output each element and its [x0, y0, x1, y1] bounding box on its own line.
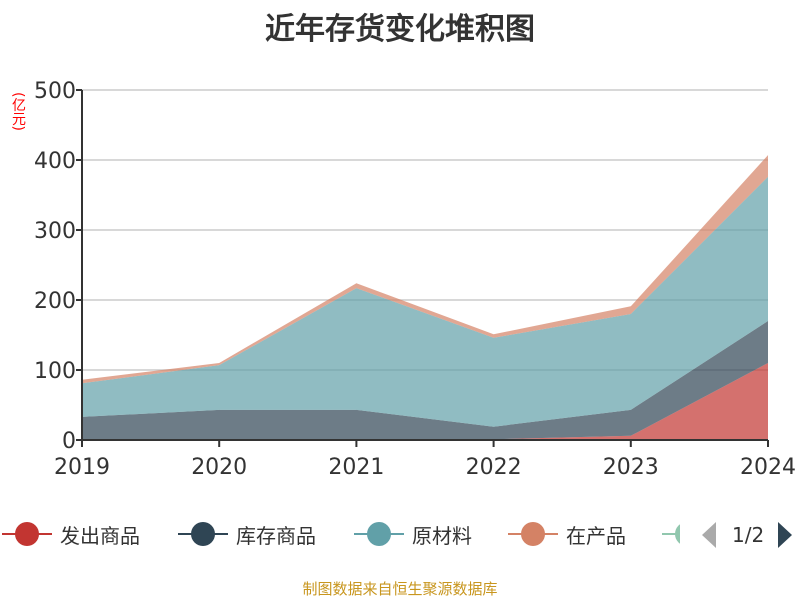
legend-label: 库存商品 — [236, 523, 316, 548]
x-tick-label: 2021 — [328, 455, 384, 480]
x-tick-label: 2019 — [54, 455, 110, 480]
next-page-arrow-icon[interactable] — [776, 520, 794, 550]
y-tick-label: 100 — [34, 359, 76, 384]
legend-pager: 1/2 — [700, 520, 794, 550]
legend-marker-icon — [2, 521, 52, 547]
x-tick-label: 2024 — [740, 455, 796, 480]
legend-marker-icon — [354, 521, 404, 547]
legend-marker-icon — [508, 521, 558, 547]
y-axis-unit: (亿元) — [10, 92, 26, 131]
area-原材料 — [82, 176, 768, 427]
legend-marker-icon — [178, 521, 228, 547]
y-tick-label: 500 — [34, 79, 76, 104]
chart-title: 近年存货变化堆积图 — [265, 12, 535, 47]
stacked-area-chart: 0 100 200 300 400 500 2019 2020 2021 2022 2023 2024 — [34, 79, 796, 480]
legend-label: 原材料 — [412, 523, 472, 548]
data-source: 制图数据来自恒生聚源数据库 — [302, 580, 498, 598]
x-tick-label: 2020 — [191, 455, 247, 480]
y-tick-label: 300 — [34, 219, 76, 244]
legend-label: 在产品 — [566, 523, 626, 548]
legend-item[interactable]: 原材料 — [354, 520, 472, 548]
y-tick-label: 200 — [34, 289, 76, 314]
y-tick-label: 0 — [62, 429, 76, 454]
legend-item-hidden[interactable] — [662, 520, 680, 548]
legend-partial-icon — [662, 521, 680, 547]
prev-page-arrow-icon[interactable] — [700, 520, 718, 550]
x-tick-label: 2023 — [603, 455, 659, 480]
legend-label: 发出商品 — [60, 523, 140, 548]
page-indicator: 1/2 — [732, 523, 765, 547]
legend-item[interactable]: 库存商品 — [178, 520, 316, 548]
legend-item[interactable]: 发出商品 — [2, 520, 140, 548]
area-发出商品 — [82, 363, 768, 440]
area-库存商品 — [82, 321, 768, 440]
x-tick-label: 2022 — [466, 455, 522, 480]
legend-item[interactable]: 在产品 — [508, 520, 626, 548]
y-tick-label: 400 — [34, 149, 76, 174]
